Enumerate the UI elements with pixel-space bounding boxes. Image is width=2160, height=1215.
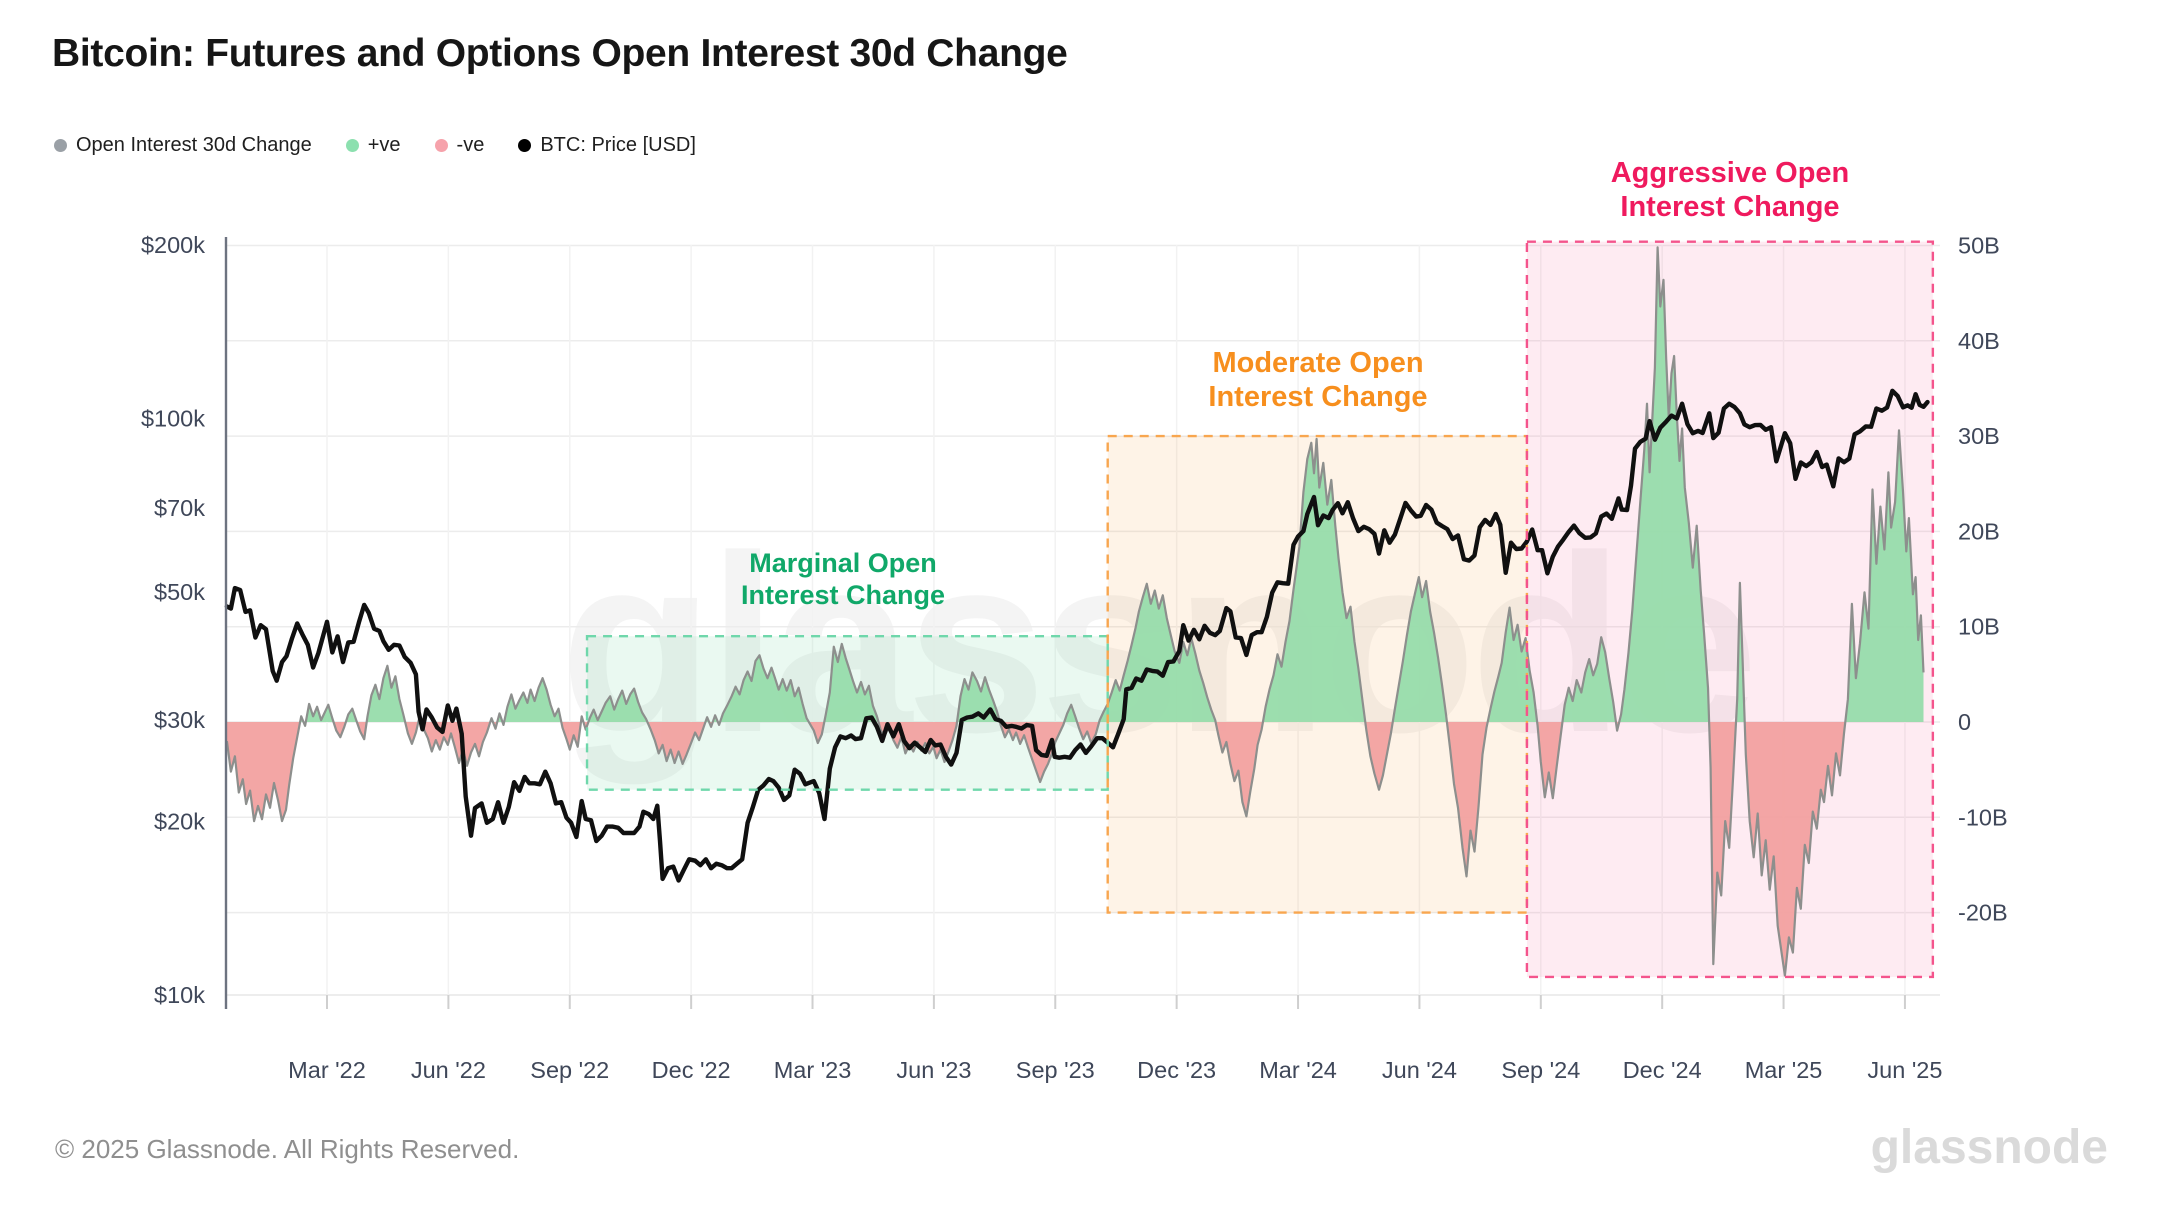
x-axis-label: Mar '22 [288,1057,366,1083]
y-axis-label-oi: -20B [1958,900,2008,926]
x-axis-label: Jun '24 [1382,1057,1457,1083]
y-axis-label-price: $20k [154,809,205,835]
footer-copyright: © 2025 Glassnode. All Rights Reserved. [55,1134,520,1164]
page-title: Bitcoin: Futures and Options Open Intere… [52,32,1068,75]
x-axis-label: Mar '23 [774,1057,852,1083]
region-label-marginal: Marginal Open Interest Change [740,548,946,610]
y-axis-label-oi: 40B [1958,328,2000,354]
legend-item-open-interest: Open Interest 30d Change [54,134,312,157]
chart-plot-area[interactable] [226,245,1940,995]
legend: Open Interest 30d Change +ve -ve BTC: Pr… [54,134,696,157]
y-axis-label-oi: -10B [1958,804,2008,830]
x-axis-label: Mar '25 [1745,1057,1823,1083]
x-axis-label: Dec '24 [1623,1057,1702,1083]
legend-dot-open-interest-icon [54,139,67,152]
region-box-marginal-border [585,635,1109,791]
x-axis-label: Jun '23 [896,1057,971,1083]
x-axis-label: Sep '23 [1016,1057,1095,1083]
y-axis-label-oi: 50B [1958,233,2000,259]
legend-item-btc-price: BTC: Price [USD] [518,134,696,157]
glassnode-logo: glassnode [1870,1121,2108,1174]
legend-item-negative: -ve [434,134,485,157]
y-axis-label-oi: 10B [1958,614,2000,640]
x-axis-label: Jun '25 [1867,1057,1942,1083]
oi-area-negative [226,722,1924,976]
btc-price-line [224,388,1930,883]
region-box-moderate-border [1106,434,1529,914]
legend-dot-positive-icon [345,139,359,152]
region-label-moderate: Moderate Open Interest Change [1208,347,1428,414]
y-axis-label-oi: 0 [1958,709,1971,735]
legend-item-positive: +ve [345,134,401,157]
oi-line [225,246,1925,977]
x-axis-label: Sep '22 [530,1057,609,1083]
y-axis-label-oi: 20B [1958,518,2000,544]
legend-label-open-interest: Open Interest 30d Change [76,134,312,156]
x-axis-label: Dec '23 [1137,1057,1216,1083]
region-label-aggressive: Aggressive Open Interest Change [1610,157,1850,224]
y-axis-label-price: $100k [141,406,205,432]
region-box-aggressive-border [1525,240,1935,979]
legend-label-positive: +ve [367,134,401,156]
x-axis-label: Sep '24 [1501,1057,1580,1083]
legend-label-btc-price: BTC: Price [USD] [540,134,696,156]
legend-dot-btc-price-icon [518,139,532,152]
x-axis-label: Mar '24 [1259,1057,1337,1083]
x-axis-label: Dec '22 [652,1057,731,1083]
y-axis-label-price: $200k [141,232,205,258]
y-axis-label-price: $50k [154,579,205,605]
y-axis-label-price: $70k [154,495,205,521]
legend-dot-negative-icon [434,139,448,152]
y-axis-label-oi: 30B [1958,423,2000,449]
x-axis-label: Jun '22 [411,1057,486,1083]
y-axis-label-price: $30k [154,707,205,733]
legend-label-negative: -ve [456,134,485,156]
y-axis-label-price: $10k [154,982,205,1008]
